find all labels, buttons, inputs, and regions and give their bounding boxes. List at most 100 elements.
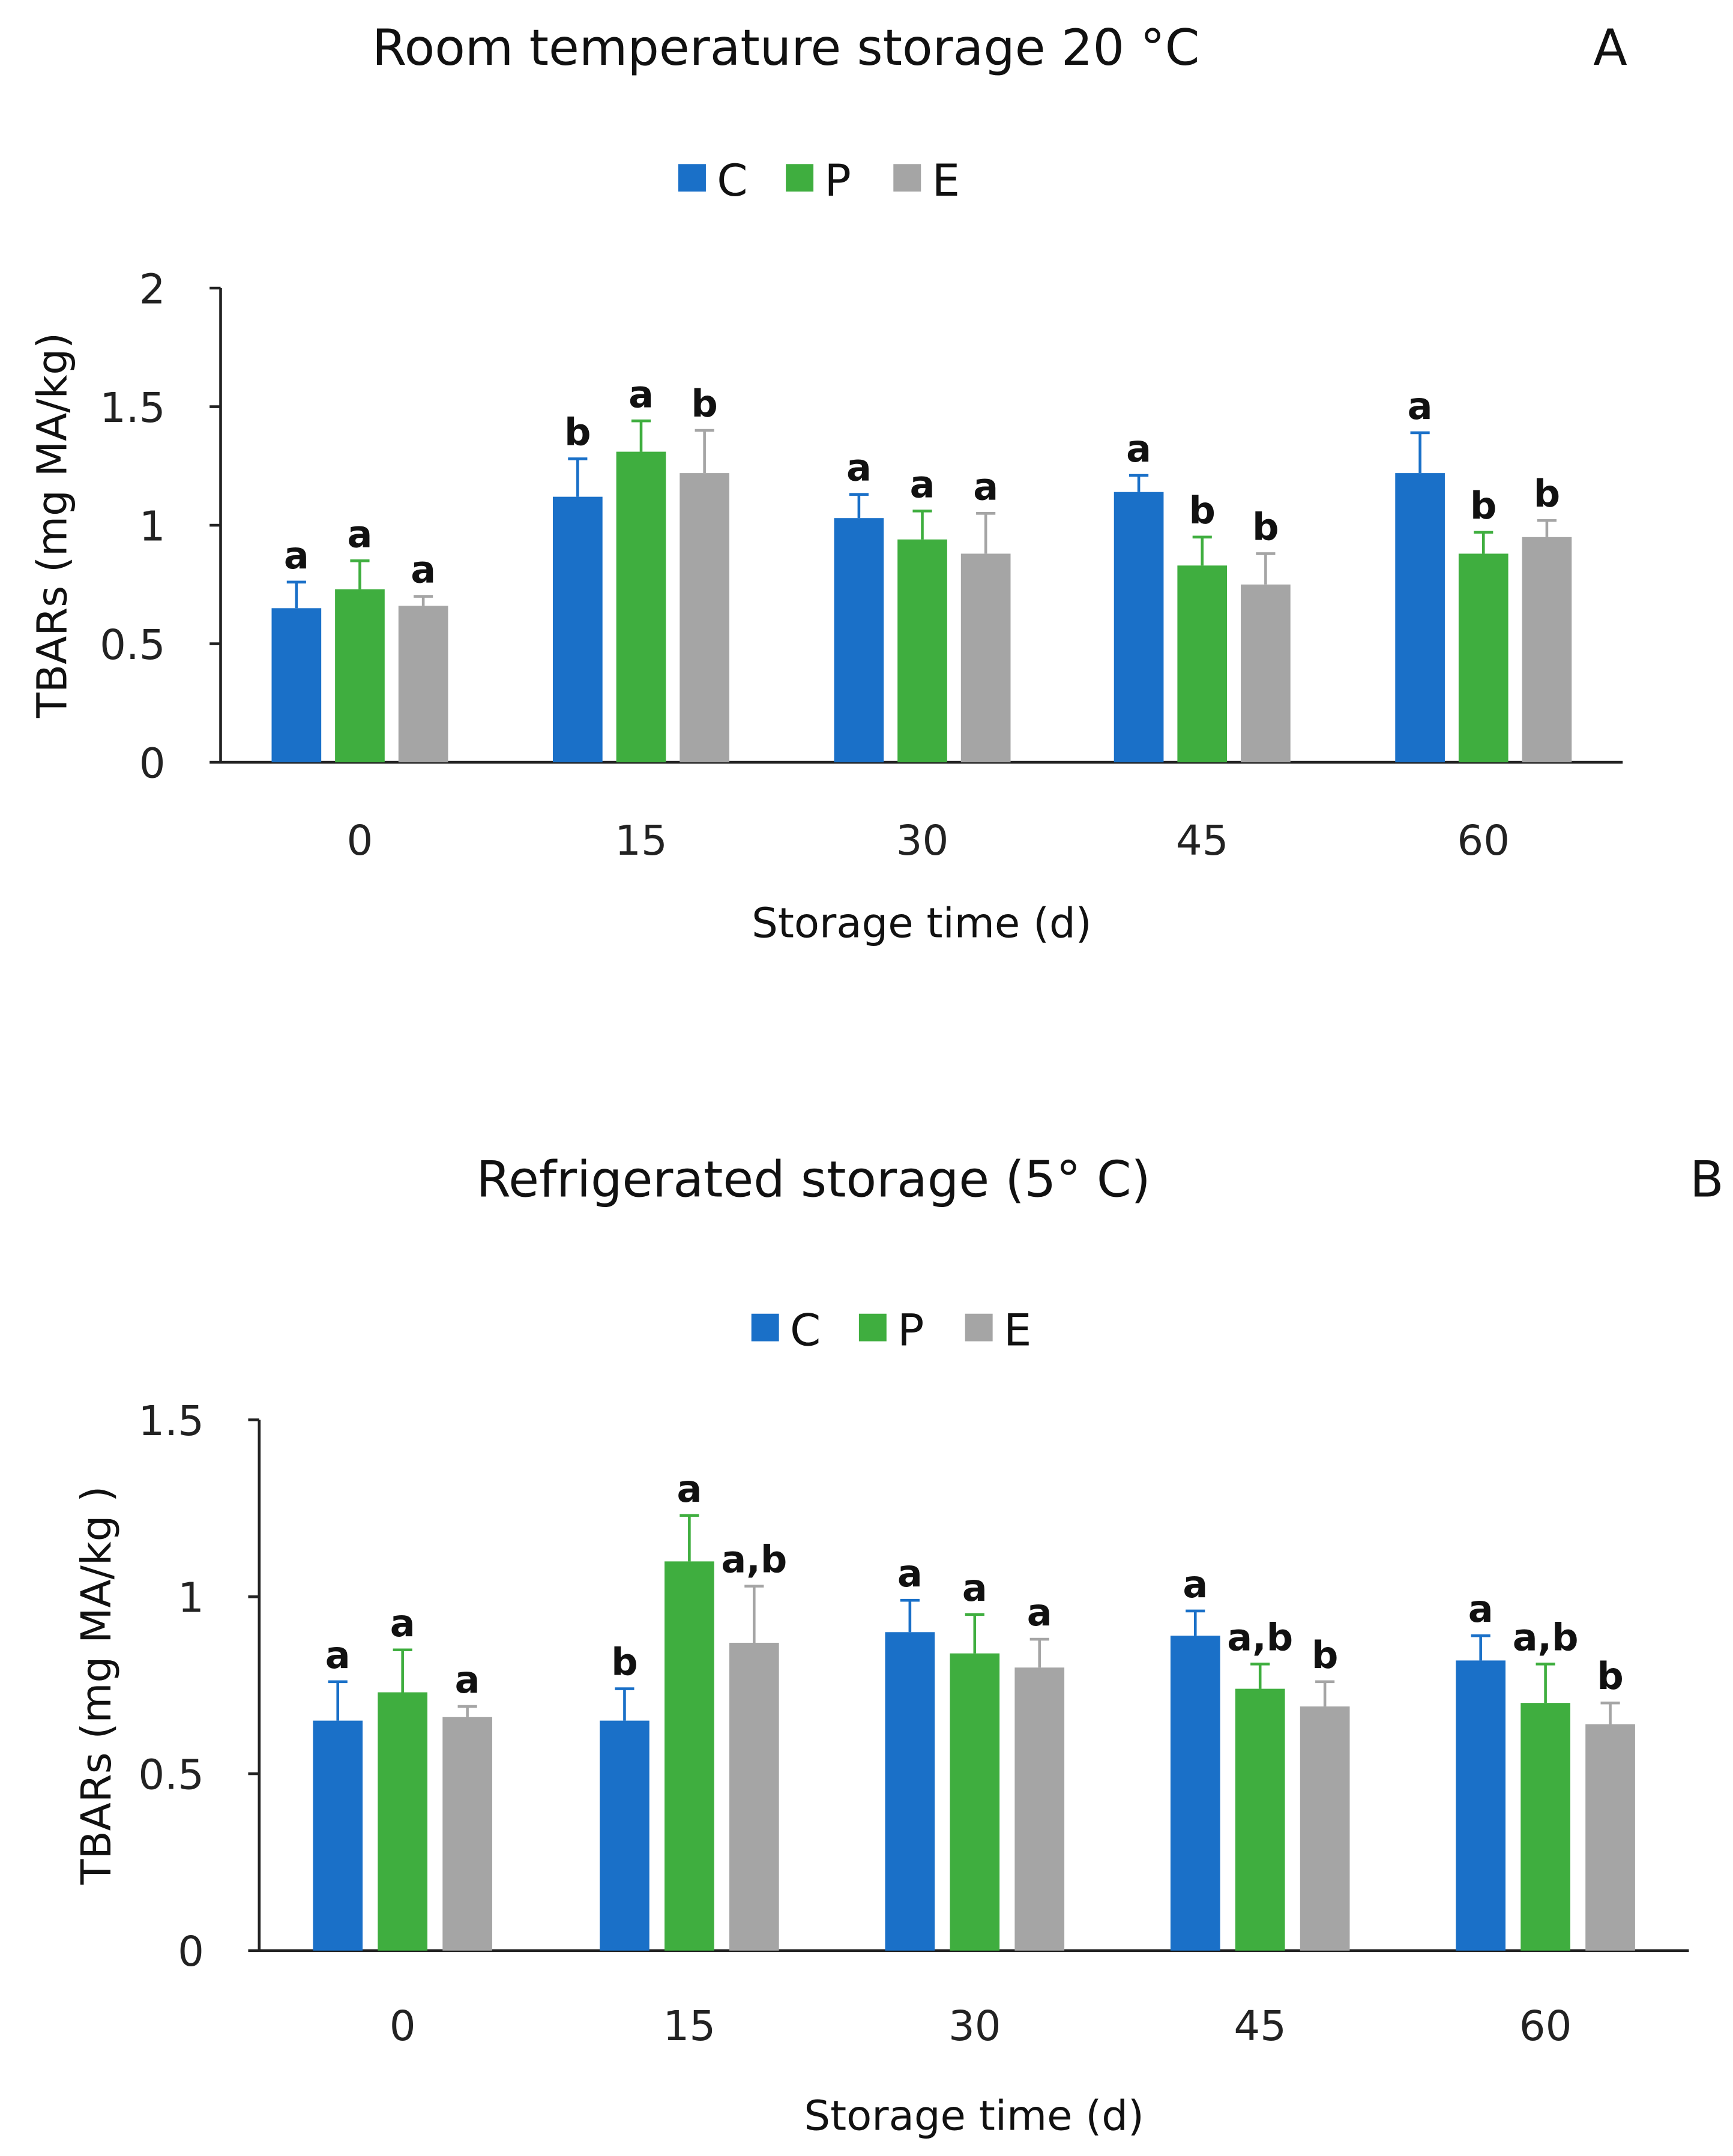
significance-letter: b [1470,484,1496,528]
bar-P-day-60 [1458,553,1508,763]
significance-letter: b [1597,1654,1623,1698]
significance-letter: a [1126,427,1151,471]
legend-swatch-E [893,164,921,192]
significance-letter: a,b [721,1538,787,1582]
legend-swatch-E [965,1313,993,1341]
significance-letter: a [897,1552,923,1595]
legend-swatch-C [751,1313,779,1341]
bar-C-day-15 [553,496,603,763]
significance-letter: a [325,1633,351,1677]
x-axis-label: Storage time (d) [804,2092,1144,2140]
bar-E-day-30 [960,553,1011,763]
bar-E-day-45 [1300,1706,1350,1951]
bar-E-day-45 [1241,584,1291,763]
bar-C-day-45 [1170,1636,1220,1951]
significance-letter: b [1534,472,1560,516]
x-tick-label: 0 [390,2002,416,2050]
significance-letter: b [1189,489,1216,532]
significance-letter: a [284,534,309,577]
bar-C-day-30 [834,518,884,763]
bar-E-day-15 [680,473,729,763]
bar-C-day-0 [313,1720,363,1951]
bar-P-day-45 [1235,1688,1285,1951]
bar-E-day-15 [729,1642,779,1951]
significance-letter: a [455,1658,480,1702]
legend-label-C: C [790,1305,821,1357]
bar-C-day-15 [600,1720,649,1951]
significance-letter: a [1408,384,1433,428]
significance-letter: a [390,1601,415,1645]
significance-letter: a [973,465,998,508]
significance-letter: a,b [1513,1615,1579,1659]
x-tick-label: 30 [948,2002,1001,2050]
bar-P-day-15 [616,451,666,763]
legend-label-P: P [824,155,851,206]
y-tick-label: 1 [178,1574,204,1622]
legend-label-P: P [897,1305,924,1357]
x-tick-label: 0 [347,817,373,865]
significance-letter: a [846,446,872,490]
bar-E-day-60 [1522,537,1572,763]
legend-swatch-P [786,164,814,192]
chart-panel-B: Refrigerated storage (5° C) B C P E 0 0.5 1 1.5 0… [73,1151,1724,2140]
significance-letter: a,b [1227,1615,1293,1659]
x-tick-label: 60 [1457,817,1510,865]
legend-swatch-C [678,164,706,192]
bar-P-day-30 [897,539,947,763]
significance-letter: a [1027,1591,1052,1634]
chart-title: Refrigerated storage (5° C) [476,1151,1150,1209]
significance-letter: a [1468,1587,1493,1631]
bar-C-day-60 [1395,473,1445,763]
bar-C-day-30 [885,1632,935,1951]
y-tick-label: 2 [139,265,166,313]
bar-C-day-60 [1456,1660,1506,1951]
y-tick-label: 0 [139,739,166,787]
significance-letter: a [910,462,935,506]
legend-label-E: E [1004,1305,1031,1357]
bar-P-day-0 [335,589,385,763]
bar-P-day-15 [665,1561,714,1951]
panel-label: B [1690,1151,1724,1209]
x-tick-label: 45 [1176,817,1229,865]
significance-letter: a [962,1566,987,1610]
bar-P-day-45 [1177,565,1228,763]
y-tick-label: 1 [139,502,166,550]
y-tick-label: 0.5 [138,1751,204,1799]
significance-letter: b [691,382,717,426]
significance-letter: b [1312,1633,1338,1677]
chart-title: Room temperature storage 20 °C [372,19,1199,77]
bar-P-day-30 [950,1653,1000,1951]
significance-letter: a [348,512,373,556]
significance-letter: a [411,548,436,592]
bar-C-day-45 [1114,492,1164,763]
significance-letter: b [1252,505,1279,549]
bar-E-day-0 [442,1717,492,1951]
y-axis-label: TBARs (mg MA/kg ) [73,1486,121,1885]
y-axis-label: TBARs (mg MA/kg) [28,333,76,718]
y-tick-label: 0.5 [100,621,166,669]
significance-letter: a [1183,1562,1208,1606]
chart-panel-A: Room temperature storage 20 °C A C P E 0 0.5 1 1… [28,19,1627,948]
bar-E-day-60 [1585,1724,1635,1951]
y-tick-label: 1.5 [100,384,166,432]
x-tick-label: 15 [663,2002,716,2050]
significance-letter: b [611,1640,637,1684]
x-tick-label: 60 [1519,2002,1572,2050]
panel-label: A [1593,19,1627,77]
bar-E-day-0 [398,606,448,763]
legend-label-C: C [717,155,747,206]
significance-letter: a [677,1467,702,1511]
significance-letter: a [628,372,654,416]
x-tick-label: 45 [1234,2002,1286,2050]
y-tick-label: 1.5 [138,1397,204,1445]
bar-P-day-60 [1521,1703,1570,1951]
legend-swatch-P [858,1313,887,1341]
bar-C-day-0 [271,608,322,763]
legend-label-E: E [932,155,960,206]
y-tick-label: 0 [178,1928,204,1976]
x-tick-label: 15 [615,817,668,865]
significance-letter: b [564,410,591,454]
x-axis-label: Storage time (d) [752,900,1091,948]
x-tick-label: 30 [896,817,949,865]
